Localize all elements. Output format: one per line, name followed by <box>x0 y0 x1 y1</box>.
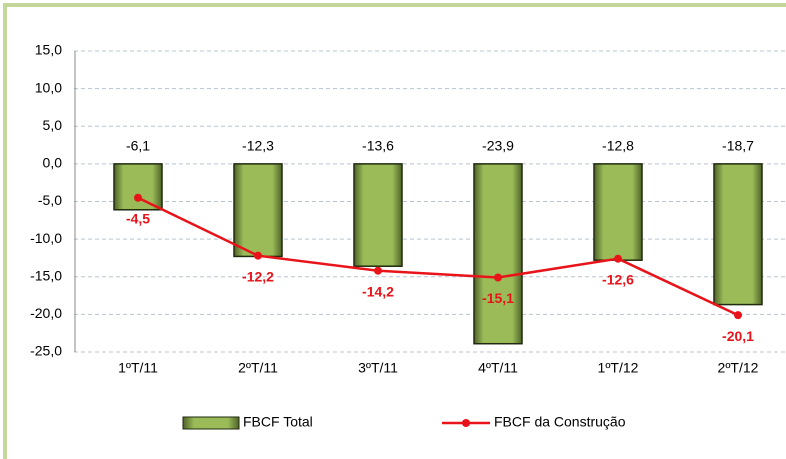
bar <box>353 163 403 267</box>
y-tick-label: 5,0 <box>43 117 63 133</box>
y-tick-label: -15,0 <box>30 267 62 283</box>
line-value-label: -4,5 <box>126 210 150 226</box>
bar <box>233 163 283 258</box>
line-value-label: -12,6 <box>602 271 634 287</box>
bar-value-label: -12,3 <box>242 138 274 154</box>
x-tick-label: 4ºT/11 <box>478 360 518 376</box>
line-value-label: -12,2 <box>242 268 274 284</box>
x-tick-label: 3ºT/11 <box>358 360 398 376</box>
legend-label: FBCF da Construção <box>494 414 626 430</box>
bar-value-label: -23,9 <box>482 138 514 154</box>
line <box>137 196 739 317</box>
legend-marker <box>462 419 470 427</box>
line-value-label: -15,1 <box>482 290 514 306</box>
x-tick-label: 1ºT/12 <box>598 360 639 376</box>
line-marker <box>374 266 382 275</box>
bar-value-label: -18,7 <box>722 138 754 154</box>
line-marker <box>614 254 622 263</box>
bar-value-label: -6,1 <box>126 138 150 154</box>
bar <box>593 163 643 261</box>
bar-value-label: -13,6 <box>362 138 394 154</box>
y-tick-label: 15,0 <box>35 42 62 58</box>
x-tick-label: 2ºT/12 <box>718 360 759 376</box>
line-marker <box>494 273 502 282</box>
line-marker <box>134 193 142 202</box>
bar-value-label: -12,8 <box>602 138 634 154</box>
line-marker <box>734 311 742 320</box>
legend-label: FBCF Total <box>243 414 313 430</box>
bar <box>113 163 163 211</box>
y-tick-label: 10,0 <box>35 79 62 95</box>
y-tick-label: -5,0 <box>38 192 62 208</box>
y-tick-label: -25,0 <box>30 343 62 359</box>
x-tick-label: 2ºT/11 <box>238 360 278 376</box>
line-value-label: -20,1 <box>722 328 754 344</box>
line-value-label: -14,2 <box>362 283 394 299</box>
line-marker <box>254 251 262 260</box>
y-tick-label: 0,0 <box>43 155 63 171</box>
x-tick-label: 1ºT/11 <box>118 360 158 376</box>
y-tick-label: -10,0 <box>30 230 62 246</box>
y-tick-label: -20,0 <box>30 305 62 321</box>
bar <box>713 163 763 306</box>
legend-swatch <box>182 416 240 430</box>
bar <box>473 163 523 345</box>
